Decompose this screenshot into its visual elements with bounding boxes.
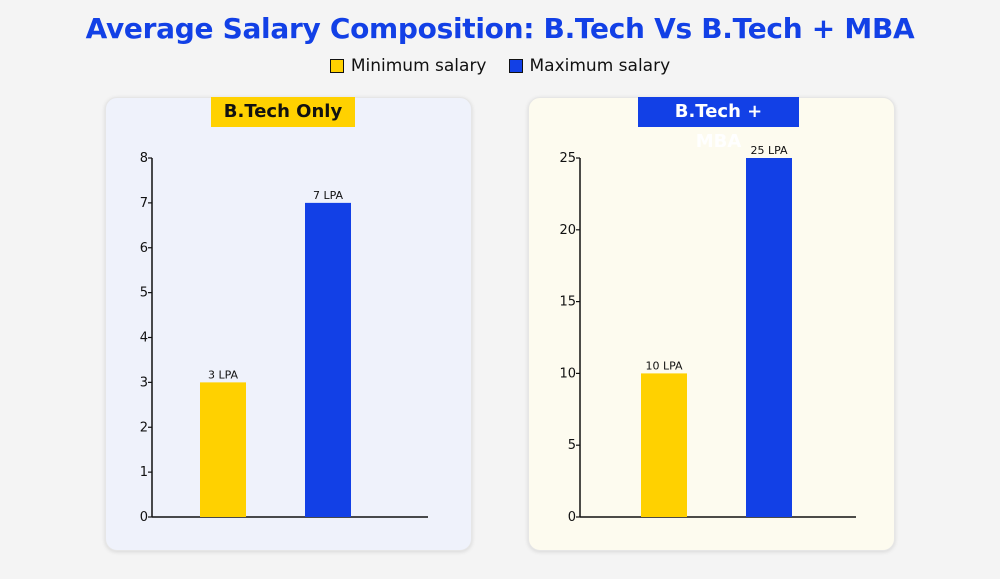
- y-tick-label: 2: [140, 420, 148, 435]
- legend-item-max: Maximum salary: [508, 56, 671, 76]
- y-tick-label: 15: [559, 295, 576, 310]
- legend: Minimum salary Maximum salary: [0, 56, 1000, 76]
- bar-minimum: [641, 373, 687, 517]
- bar-maximum: [305, 202, 351, 517]
- y-tick-label: 5: [568, 438, 576, 453]
- bar-data-label: 25 LPA: [750, 144, 788, 157]
- bar-data-label: 3 LPA: [208, 368, 239, 381]
- y-tick-label: 10: [559, 366, 576, 381]
- legend-label-max: Maximum salary: [529, 56, 671, 76]
- y-tick-label: 7: [140, 196, 148, 211]
- bar-data-label: 7 LPA: [313, 189, 344, 202]
- legend-label-min: Minimum salary: [350, 56, 487, 76]
- y-tick-label: 4: [140, 331, 148, 346]
- y-tick-label: 6: [140, 241, 148, 256]
- y-tick-label: 8: [140, 151, 148, 166]
- y-tick-label: 0: [140, 510, 148, 525]
- y-tick-label: 3: [140, 375, 148, 390]
- legend-swatch-min: [329, 59, 344, 73]
- chart-title: Average Salary Composition: B.Tech Vs B.…: [85, 12, 915, 45]
- y-tick-label: 5: [140, 286, 148, 301]
- legend-item-min: Minimum salary: [329, 56, 487, 76]
- bar-minimum: [200, 382, 246, 517]
- panel-btech-mba: [528, 97, 895, 551]
- y-tick-label: 0: [568, 510, 576, 525]
- bar-data-label: 10 LPA: [645, 359, 683, 372]
- panel-tag-btech-only: B.Tech Only: [211, 97, 355, 127]
- panel-tag-btech-mba: B.Tech + MBA: [638, 97, 799, 152]
- bar-maximum: [746, 158, 792, 517]
- y-tick-label: 1: [140, 465, 148, 480]
- panel-btech-only: [105, 97, 472, 551]
- legend-swatch-max: [508, 59, 523, 73]
- y-tick-label: 20: [559, 223, 576, 238]
- y-tick-label: 25: [559, 151, 576, 166]
